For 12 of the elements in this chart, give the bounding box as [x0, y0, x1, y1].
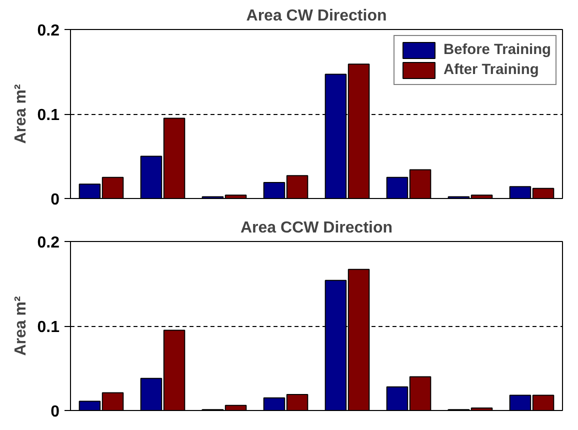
y-axis-title: Area m²: [12, 296, 30, 356]
y-tick-label: 0.1: [37, 107, 60, 124]
y-tick-label: 0.1: [37, 319, 60, 336]
y-tick-label: 0: [50, 192, 60, 208]
y-axis-title: Area m²: [12, 84, 30, 144]
y-tick-label: 0.2: [37, 234, 60, 252]
y-tick-label: 0: [50, 404, 60, 420]
legend-label: Before Training: [444, 42, 551, 58]
chart-title: Area CCW Direction: [240, 220, 393, 236]
chart-title: Area CW Direction: [246, 8, 387, 24]
legend-label: After Training: [444, 62, 539, 78]
y-tick-label: 0.2: [37, 22, 60, 40]
